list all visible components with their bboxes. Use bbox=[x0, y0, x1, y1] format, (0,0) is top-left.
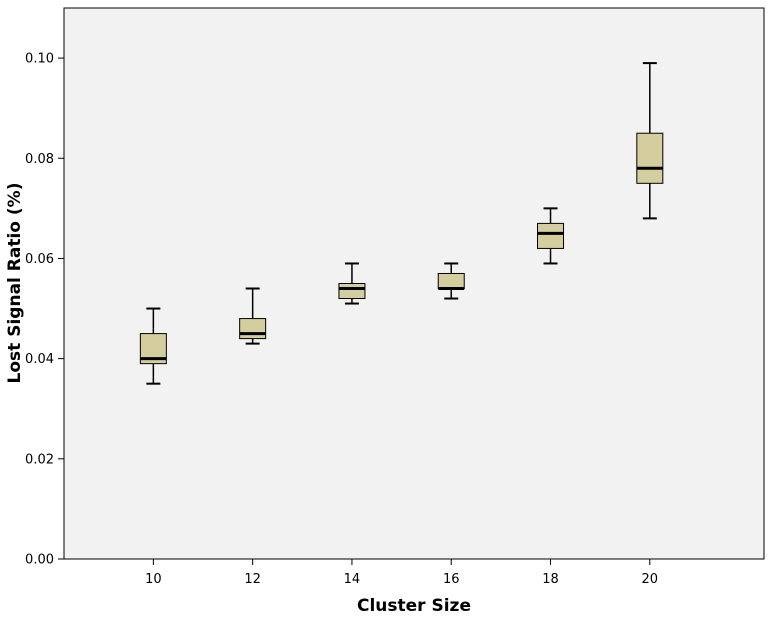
x-axis: 10 12 14 16 18 20 bbox=[145, 559, 658, 587]
plot-area bbox=[63, 7, 765, 560]
iqr-box bbox=[636, 132, 664, 184]
x-tick-label: 20 bbox=[642, 572, 659, 587]
y-axis: 0.00 0.02 0.04 0.06 0.08 0.10 bbox=[25, 52, 64, 568]
x-tick-label: 12 bbox=[244, 572, 261, 587]
y-tick-label: 0.00 bbox=[25, 553, 54, 568]
y-tick-label: 0.06 bbox=[25, 252, 54, 267]
x-tick-label: 14 bbox=[344, 572, 361, 587]
box-series bbox=[139, 62, 664, 385]
y-axis-title: Lost Signal Ratio (%) bbox=[5, 183, 25, 384]
box-10 bbox=[139, 307, 167, 385]
iqr-box bbox=[437, 272, 465, 290]
x-tick-label: 16 bbox=[443, 572, 460, 587]
iqr-box bbox=[537, 222, 565, 249]
y-tick-label: 0.04 bbox=[25, 352, 54, 367]
x-axis-title: Cluster Size bbox=[357, 596, 471, 616]
box-14 bbox=[338, 262, 366, 305]
box-12 bbox=[239, 287, 267, 345]
box-16 bbox=[437, 262, 465, 300]
y-tick-label: 0.08 bbox=[25, 152, 54, 167]
box-20 bbox=[636, 62, 664, 220]
x-tick-label: 10 bbox=[145, 572, 162, 587]
y-tick-label: 0.10 bbox=[25, 52, 54, 67]
box-18 bbox=[537, 207, 565, 265]
x-tick-label: 18 bbox=[542, 572, 559, 587]
y-tick-label: 0.02 bbox=[25, 452, 54, 467]
iqr-box bbox=[239, 318, 267, 340]
iqr-box bbox=[338, 283, 366, 300]
